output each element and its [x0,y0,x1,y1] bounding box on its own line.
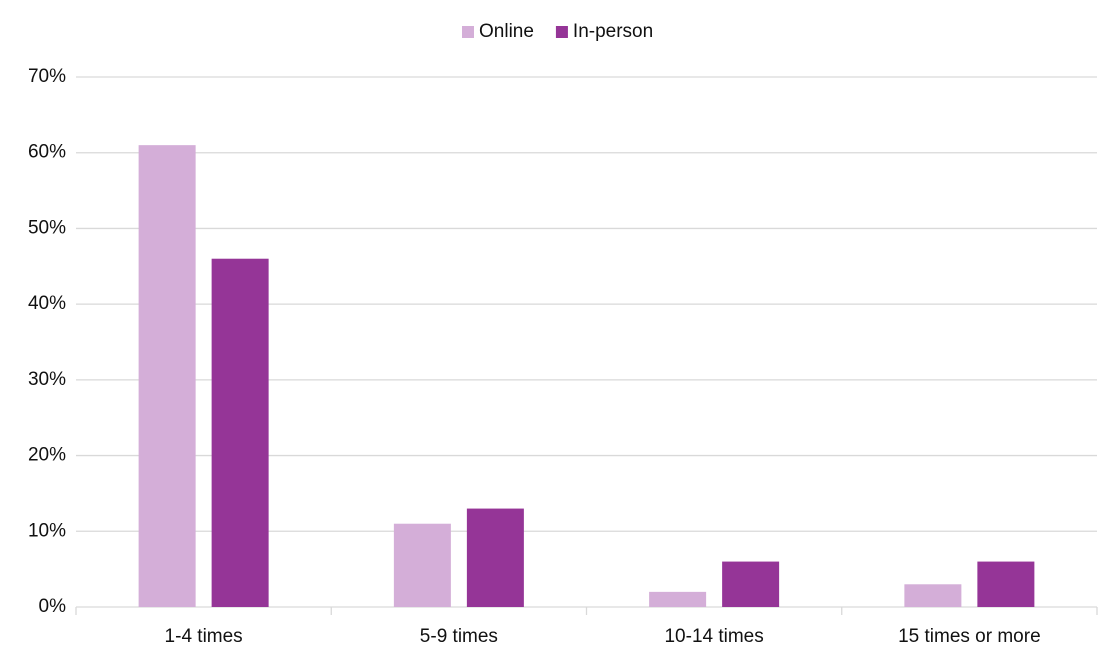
y-tick-label: 70% [28,66,66,87]
legend-label: In-person [573,21,653,42]
legend-swatch [555,26,568,38]
bar [722,561,780,607]
x-tick-label: 10-14 times [664,626,763,647]
bar [393,523,451,607]
y-tick-label: 20% [28,445,66,466]
bar [904,584,962,607]
y-tick-label: 10% [28,520,66,541]
bar [138,145,196,607]
y-tick-label: 50% [28,217,66,238]
y-tick-label: 30% [28,369,66,390]
bar [466,508,524,607]
x-tick-label: 5-9 times [420,626,498,647]
legend-swatch [462,26,474,38]
y-tick-label: 40% [28,293,66,314]
bar [649,591,707,607]
bar [211,258,269,607]
x-tick-label: 1-4 times [165,626,243,647]
bar [977,561,1035,607]
y-tick-label: 60% [28,142,66,163]
y-tick-label: 0% [39,596,67,617]
x-tick-label: 15 times or more [898,626,1041,647]
legend-label: Online [479,21,534,42]
